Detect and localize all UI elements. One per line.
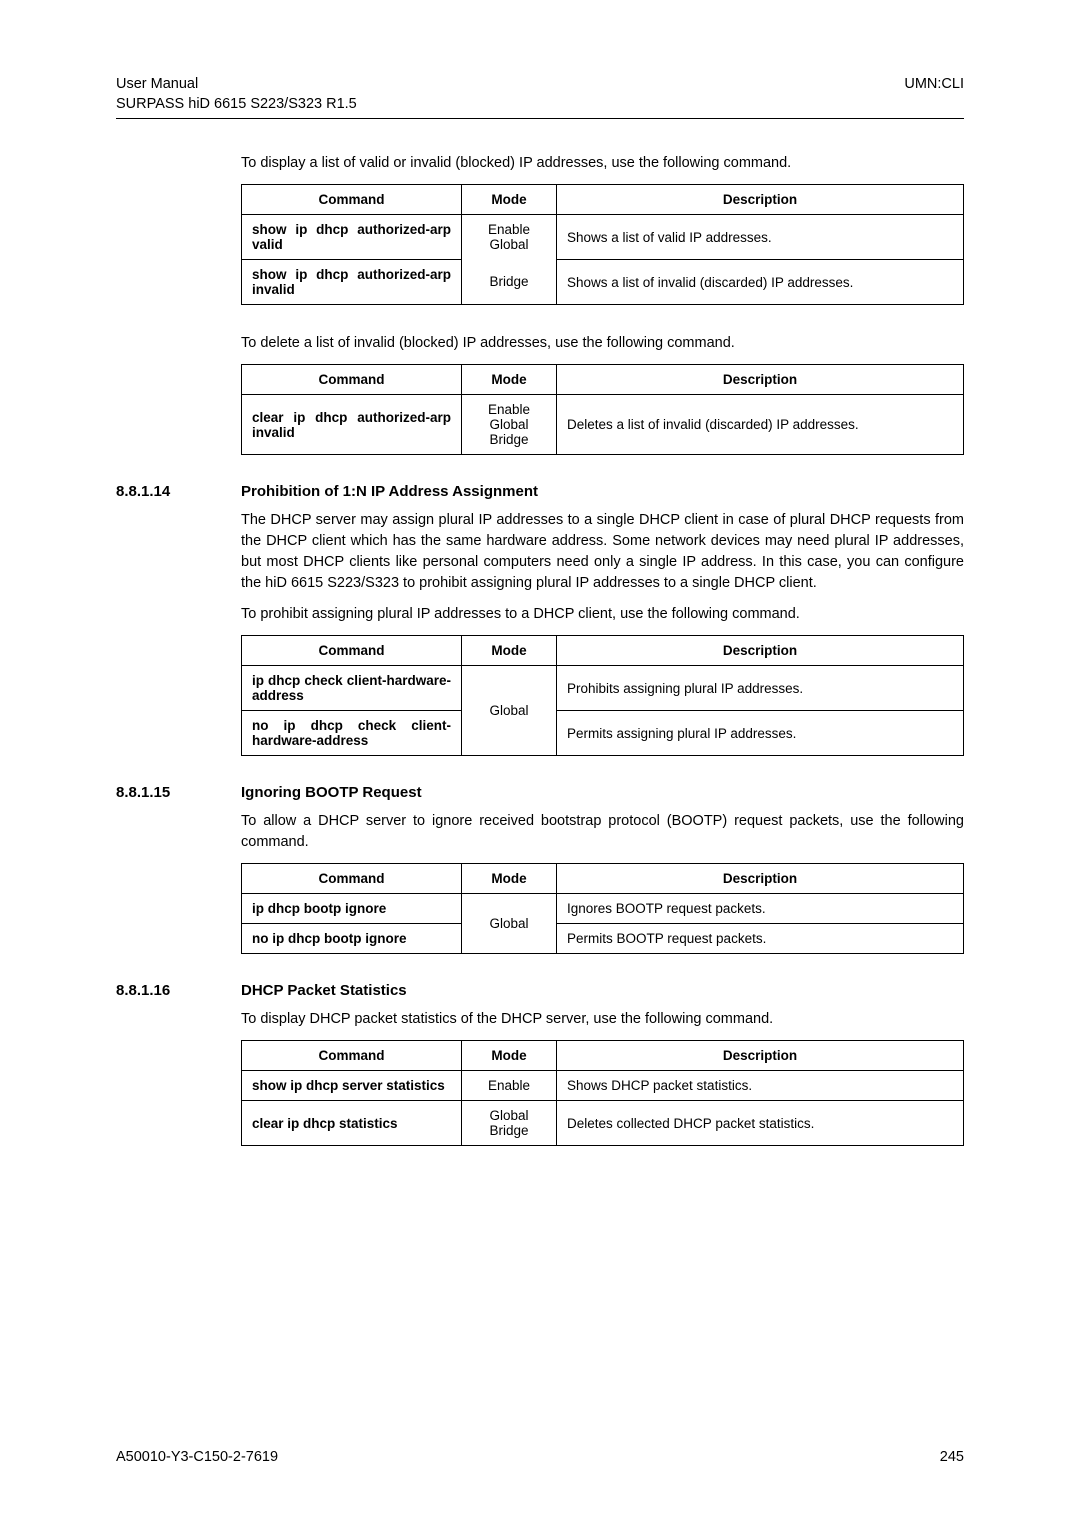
- mode-line: Global: [472, 237, 546, 252]
- section-title: DHCP Packet Statistics: [241, 982, 407, 999]
- header-left-line1: User Manual: [116, 76, 357, 92]
- page: User Manual SURPASS hiD 6615 S223/S323 R…: [0, 0, 1080, 1527]
- content-area: To allow a DHCP server to ignore receive…: [241, 811, 964, 954]
- desc-cell: Shows DHCP packet statistics.: [557, 1071, 964, 1101]
- section-number: 8.8.1.16: [116, 982, 241, 999]
- page-footer: A50010-Y3-C150-2-7619 245: [116, 1449, 964, 1465]
- th-description: Description: [557, 185, 964, 215]
- th-mode: Mode: [462, 365, 557, 395]
- th-description: Description: [557, 864, 964, 894]
- cmd-cell: ip dhcp bootp ignore: [242, 894, 462, 924]
- cmd-text: show ip dhcp authorized-arp invalid: [252, 267, 451, 297]
- cmd-cell: ip dhcp check client-hardware-address: [242, 666, 462, 711]
- content-area: To display a list of valid or invalid (b…: [241, 153, 964, 455]
- cmd-cell: no ip dhcp check client-hardware-address: [242, 711, 462, 756]
- table-check-hw-address: Command Mode Description ip dhcp check c…: [241, 635, 964, 756]
- desc-cell: Deletes collected DHCP packet statistics…: [557, 1101, 964, 1146]
- mode-cell: Enable Global Bridge: [462, 395, 557, 455]
- desc-cell: Permits BOOTP request packets.: [557, 924, 964, 954]
- mode-line: Global: [472, 1108, 546, 1123]
- content-area: To display DHCP packet statistics of the…: [241, 1009, 964, 1146]
- desc-cell: Shows a list of invalid (discarded) IP a…: [557, 260, 964, 305]
- desc-cell: Shows a list of valid IP addresses.: [557, 215, 964, 260]
- mode-cell: Enable: [462, 1071, 557, 1101]
- mode-line: Bridge: [472, 432, 546, 447]
- mode-cell: Global: [462, 666, 557, 756]
- header-left-line2: SURPASS hiD 6615 S223/S323 R1.5: [116, 96, 357, 112]
- table-dhcp-statistics: Command Mode Description show ip dhcp se…: [241, 1040, 964, 1146]
- mode-line: Bridge: [472, 274, 546, 289]
- th-description: Description: [557, 636, 964, 666]
- body-text: The DHCP server may assign plural IP add…: [241, 510, 964, 594]
- table-clear-authorized-arp: Command Mode Description clear ip dhcp a…: [241, 364, 964, 455]
- header-right: UMN:CLI: [904, 76, 964, 112]
- section-heading: 8.8.1.16 DHCP Packet Statistics: [116, 982, 964, 999]
- body-text: To display DHCP packet statistics of the…: [241, 1009, 964, 1030]
- th-mode: Mode: [462, 185, 557, 215]
- cmd-text: ip dhcp check client-hardware-address: [252, 673, 451, 703]
- desc-cell: Deletes a list of invalid (discarded) IP…: [557, 395, 964, 455]
- desc-cell: Permits assigning plural IP addresses.: [557, 711, 964, 756]
- mode-cell: Bridge: [462, 260, 557, 305]
- mode-line: Global: [472, 417, 546, 432]
- mode-line: Bridge: [472, 1123, 546, 1138]
- intro-text: To delete a list of invalid (blocked) IP…: [241, 333, 964, 354]
- cmd-cell: show ip dhcp authorized-arp valid: [242, 215, 462, 260]
- section-title: Ignoring BOOTP Request: [241, 784, 422, 801]
- cmd-cell: show ip dhcp authorized-arp invalid: [242, 260, 462, 305]
- footer-page-number: 245: [940, 1449, 964, 1465]
- section-heading: 8.8.1.14 Prohibition of 1:N IP Address A…: [116, 483, 964, 500]
- section-number: 8.8.1.15: [116, 784, 241, 801]
- th-mode: Mode: [462, 864, 557, 894]
- th-description: Description: [557, 365, 964, 395]
- cmd-text: show ip dhcp authorized-arp valid: [252, 222, 451, 252]
- header-right-line1: UMN:CLI: [904, 76, 964, 92]
- mode-cell: Global Bridge: [462, 1101, 557, 1146]
- section-title: Prohibition of 1:N IP Address Assignment: [241, 483, 538, 500]
- th-mode: Mode: [462, 1041, 557, 1071]
- section-heading: 8.8.1.15 Ignoring BOOTP Request: [116, 784, 964, 801]
- footer-doc-id: A50010-Y3-C150-2-7619: [116, 1449, 278, 1465]
- mode-cell: Global: [462, 894, 557, 954]
- mode-cell: Enable Global: [462, 215, 557, 260]
- cmd-cell: clear ip dhcp statistics: [242, 1101, 462, 1146]
- mode-line: Enable: [472, 222, 546, 237]
- desc-cell: Prohibits assigning plural IP addresses.: [557, 666, 964, 711]
- th-command: Command: [242, 636, 462, 666]
- table-bootp-ignore: Command Mode Description ip dhcp bootp i…: [241, 863, 964, 954]
- cmd-cell: show ip dhcp server statistics: [242, 1071, 462, 1101]
- content-area: The DHCP server may assign plural IP add…: [241, 510, 964, 756]
- desc-cell: Ignores BOOTP request packets.: [557, 894, 964, 924]
- mode-line: Enable: [472, 402, 546, 417]
- cmd-cell: clear ip dhcp authorized-arp invalid: [242, 395, 462, 455]
- intro-text: To prohibit assigning plural IP addresse…: [241, 604, 964, 625]
- th-command: Command: [242, 1041, 462, 1071]
- header-rule: [116, 118, 964, 119]
- th-command: Command: [242, 864, 462, 894]
- header-left: User Manual SURPASS hiD 6615 S223/S323 R…: [116, 76, 357, 112]
- cmd-text: no ip dhcp check client-hardware-address: [252, 718, 451, 748]
- page-header: User Manual SURPASS hiD 6615 S223/S323 R…: [116, 76, 964, 112]
- table-show-authorized-arp: Command Mode Description show ip dhcp au…: [241, 184, 964, 305]
- th-command: Command: [242, 365, 462, 395]
- body-text: To allow a DHCP server to ignore receive…: [241, 811, 964, 853]
- th-mode: Mode: [462, 636, 557, 666]
- cmd-cell: no ip dhcp bootp ignore: [242, 924, 462, 954]
- intro-text: To display a list of valid or invalid (b…: [241, 153, 964, 174]
- section-number: 8.8.1.14: [116, 483, 241, 500]
- th-command: Command: [242, 185, 462, 215]
- cmd-text: clear ip dhcp authorized-arp invalid: [252, 410, 451, 440]
- th-description: Description: [557, 1041, 964, 1071]
